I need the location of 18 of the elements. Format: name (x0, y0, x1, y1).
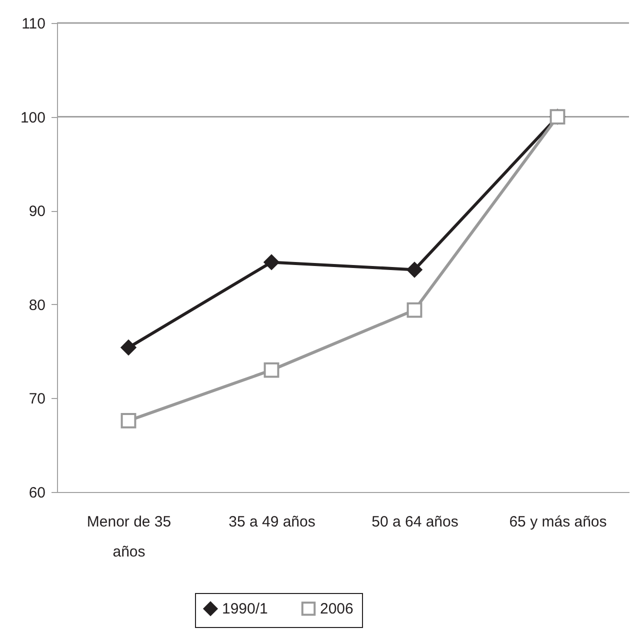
legend-label: 2006 (320, 600, 354, 618)
point (120, 340, 136, 356)
legend-label: 1990/1 (222, 600, 268, 618)
point (120, 413, 136, 428)
y-tick-label: 100 (20, 109, 46, 126)
y-tick-label: 80 (28, 296, 46, 314)
y-tick-label: 70 (28, 390, 46, 408)
point (264, 362, 280, 378)
y-tick-label: 110 (22, 16, 46, 32)
x-tick-label: 65 y más años (509, 514, 607, 530)
x-tick-label: Menor de 35 años (86, 514, 172, 560)
point (264, 254, 280, 270)
x-tick-label: 50 a 64 años (372, 514, 458, 530)
x-tick-label: 35 a 49 años (228, 514, 316, 530)
point (406, 262, 422, 278)
y-tick-label: 60 (28, 484, 46, 502)
point (406, 302, 422, 318)
y-tick-label: 90 (28, 203, 46, 220)
